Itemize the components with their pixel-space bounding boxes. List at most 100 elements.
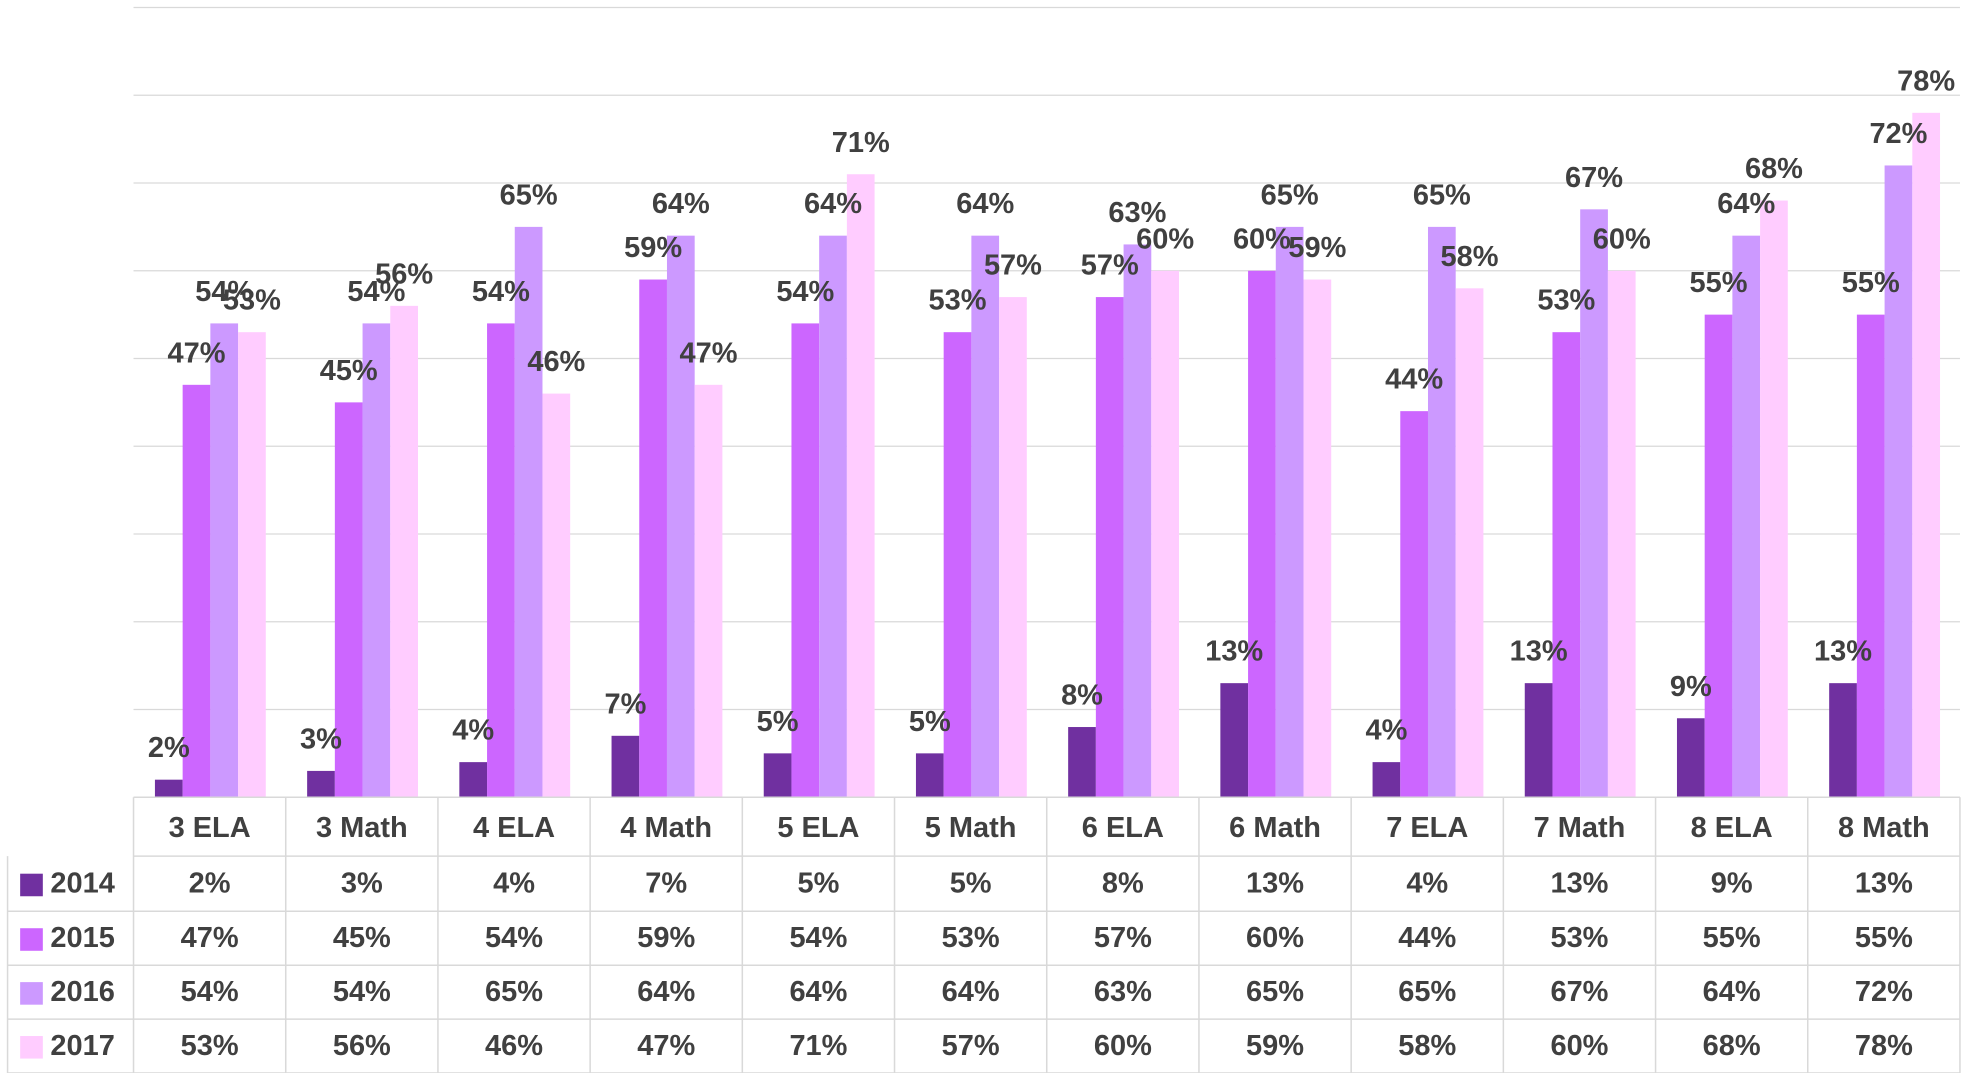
table-cell: 13% [1855,868,1913,900]
legend-label: 2015 [50,922,114,954]
data-label: 54% [347,276,405,308]
data-label: 3% [300,724,342,756]
x-tick-label: 8 ELA [1691,812,1773,844]
table-cell: 54% [789,922,847,954]
table-cell: 60% [1246,922,1304,954]
data-label: 65% [1261,179,1319,211]
data-label: 4% [452,715,494,747]
data-label: 63% [1108,197,1166,229]
x-tick-label: 3 Math [316,812,408,844]
data-label: 72% [1869,118,1927,150]
bar [1220,683,1249,798]
table-cell: 13% [1550,868,1608,900]
bar [819,235,847,798]
x-tick-label: 8 Math [1838,812,1930,844]
data-label: 13% [1205,636,1263,668]
table-cell: 71% [789,1030,847,1062]
table-cell: 53% [1550,922,1608,954]
legend-key [20,1036,43,1059]
bar [1372,762,1401,798]
table-cell: 54% [333,976,391,1008]
data-label: 54% [472,276,530,308]
x-tick-label: 4 Math [620,812,712,844]
table-cell: 65% [1246,976,1304,1008]
data-label: 46% [527,346,585,378]
bar [791,323,820,798]
data-label: 64% [652,188,710,220]
bar [1704,314,1733,798]
bar [1760,200,1788,798]
data-label: 65% [500,179,558,211]
data-label: 64% [804,188,862,220]
x-tick-label: 7 ELA [1386,812,1468,844]
table-cell: 47% [637,1030,695,1062]
bar [763,753,792,798]
table-cell: 45% [333,922,391,954]
table-cell: 60% [1550,1030,1608,1062]
table-cell: 8% [1102,868,1144,900]
data-label: 65% [1413,179,1471,211]
data-label: 55% [1842,267,1900,299]
table-cell: 3% [341,868,383,900]
bar [182,384,211,798]
table-cell: 13% [1246,868,1304,900]
table-cell: 64% [1703,976,1761,1008]
data-label: 5% [909,706,951,738]
bar [1123,244,1152,798]
x-tick-label: 7 Math [1534,812,1626,844]
data-label: 7% [604,688,646,720]
bar [1275,226,1304,798]
table-cell: 2% [189,868,231,900]
x-tick-label: 5 Math [925,812,1017,844]
table-cell: 57% [1094,922,1152,954]
data-label: 71% [832,127,890,159]
table-cell: 63% [1094,976,1152,1008]
legend-label: 2016 [50,976,114,1008]
data-label: 64% [1717,188,1775,220]
x-tick-label: 6 ELA [1082,812,1164,844]
bar [1303,279,1332,798]
data-label: 57% [1081,250,1139,282]
legend-label: 2017 [50,1030,114,1062]
bar [307,770,335,798]
bar [334,402,363,798]
legend-key [20,928,43,951]
data-label: 54% [776,276,834,308]
bar [639,279,667,798]
table-cell: 68% [1703,1030,1761,1062]
bar [971,235,1000,798]
table-cell: 46% [485,1030,543,1062]
bar [362,323,391,798]
bar [1732,235,1761,798]
table-cell: 60% [1094,1030,1152,1062]
table-cell: 58% [1398,1030,1456,1062]
table-cell: 64% [789,976,847,1008]
data-label: 5% [757,706,799,738]
table-cell: 9% [1711,868,1753,900]
data-label: 44% [1385,364,1443,396]
data-label: 47% [680,337,738,369]
table-cell: 4% [1406,868,1448,900]
bar [1427,226,1456,798]
bar [1829,683,1857,798]
bar [846,174,875,798]
data-label: 53% [929,285,987,317]
bar [1856,314,1885,798]
table-cell: 59% [1246,1030,1304,1062]
bar [542,393,571,798]
bar [1151,270,1179,798]
table-cell: 59% [637,922,695,954]
table-cell: 4% [493,868,535,900]
bar [514,226,543,798]
data-label: 54% [195,276,253,308]
table-cell: 65% [1398,976,1456,1008]
table-cell: 53% [181,1030,239,1062]
data-label: 68% [1745,153,1803,185]
bar [915,753,944,798]
data-label: 67% [1565,162,1623,194]
bar [1400,411,1428,798]
data-label: 57% [984,250,1042,282]
bar [487,323,515,798]
table-cell: 54% [181,976,239,1008]
data-label: 53% [223,285,281,317]
